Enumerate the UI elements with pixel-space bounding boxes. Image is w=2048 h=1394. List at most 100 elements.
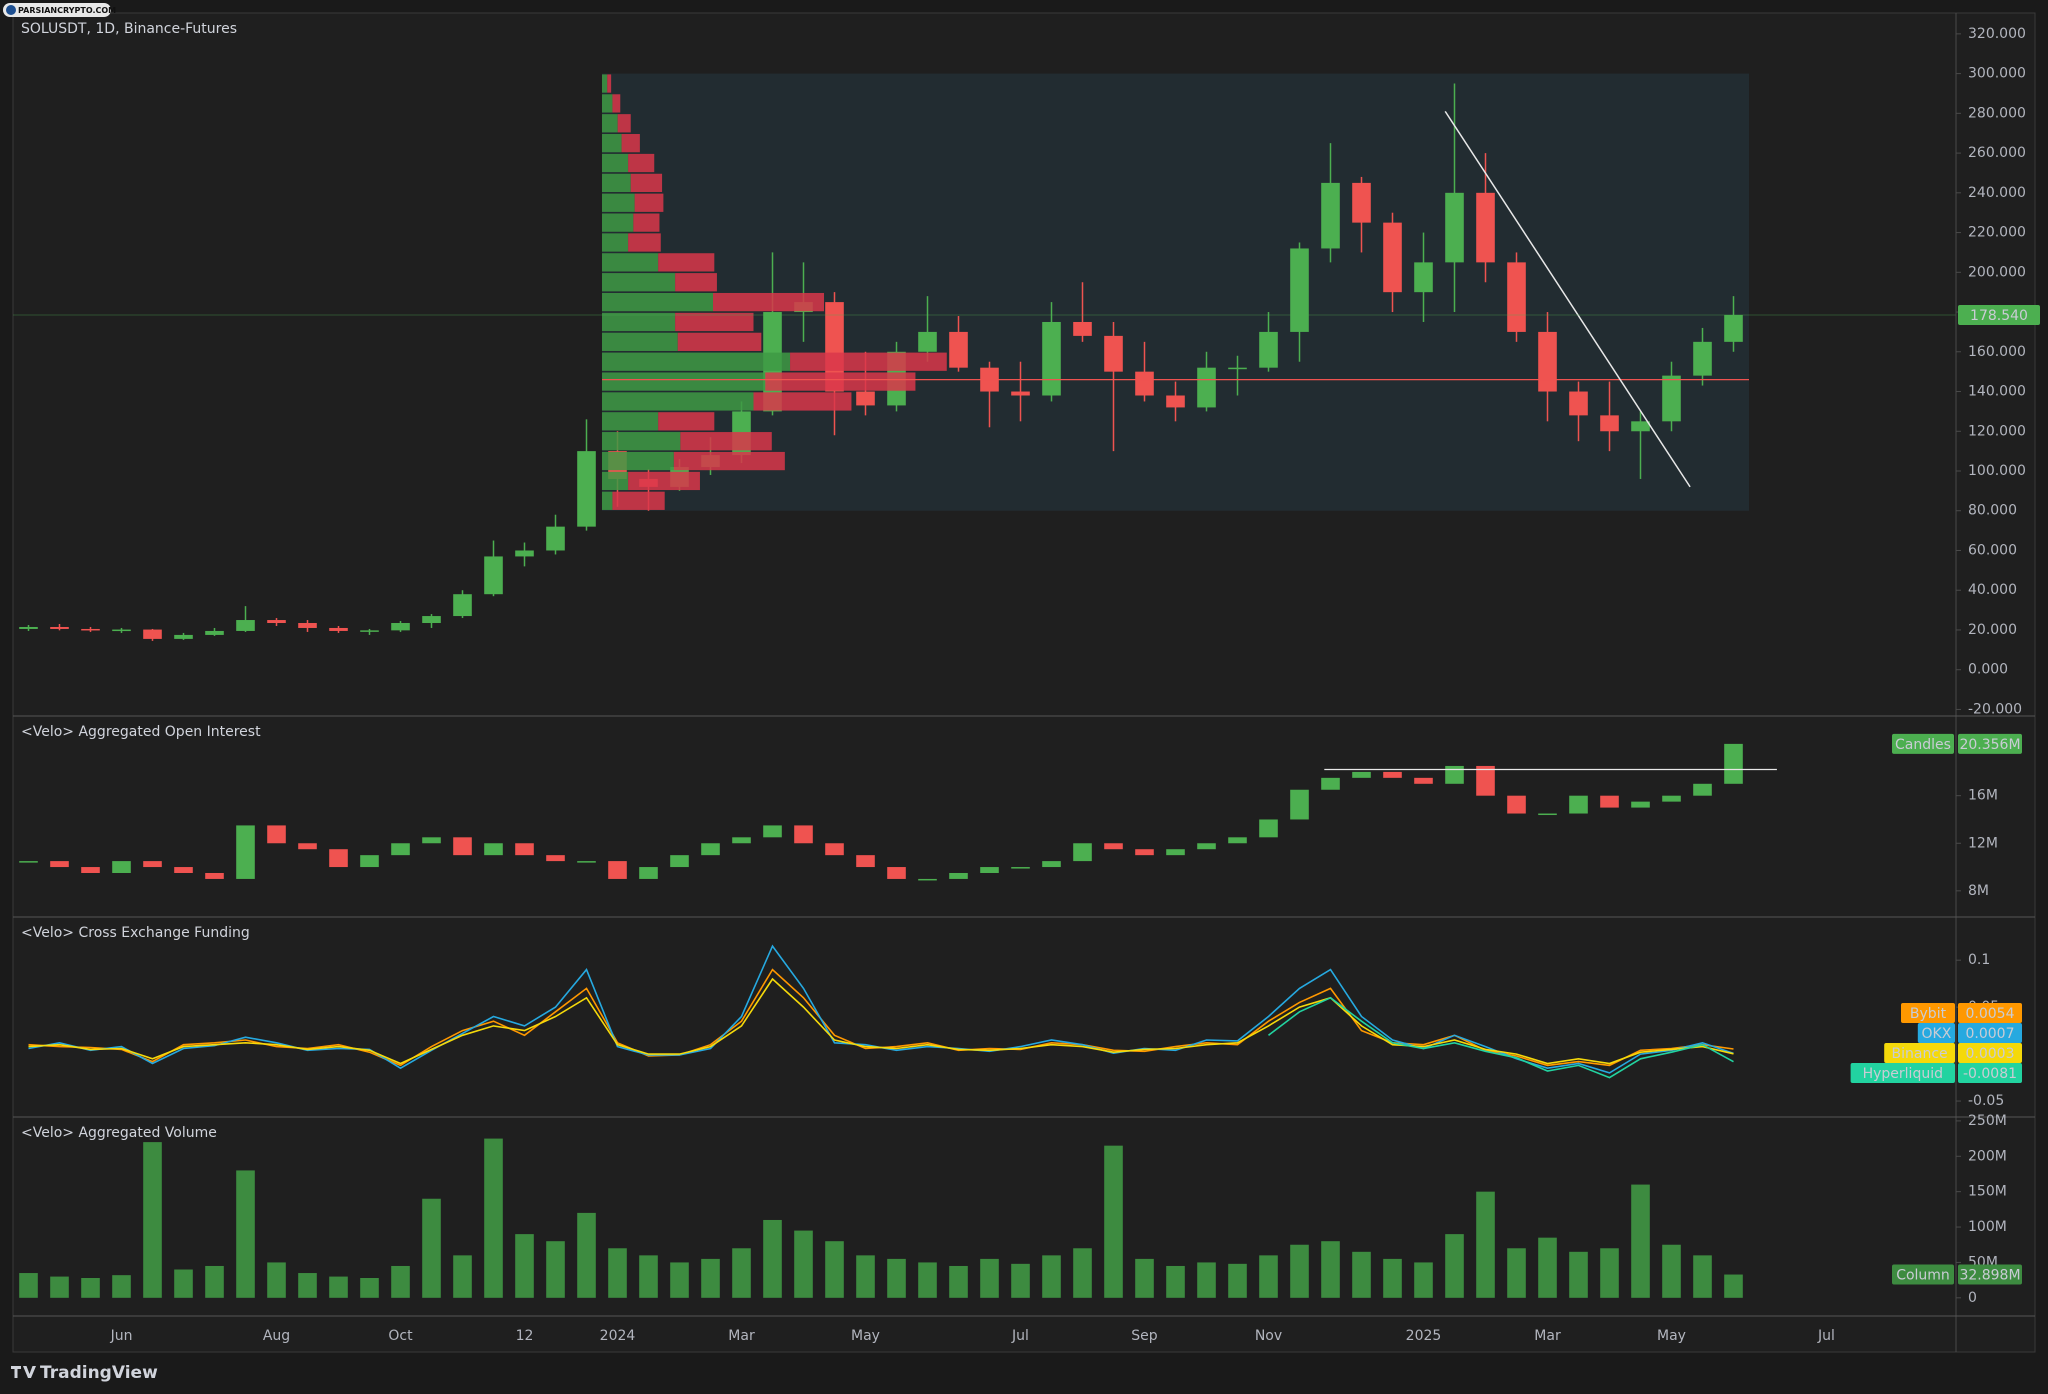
volume-bar [1600, 1248, 1619, 1298]
footer: TradingView [11, 1363, 158, 1383]
legend-value-bg [1958, 1043, 2022, 1063]
y-tick-label: 200.000 [1968, 264, 2026, 280]
volume-bar [546, 1241, 565, 1298]
volume-bar [1693, 1255, 1712, 1298]
volume-bar [1445, 1234, 1464, 1298]
profile-down [680, 432, 772, 451]
x-tick-label: Jul [1817, 1328, 1835, 1344]
volume-bar [1724, 1274, 1743, 1298]
volume-bar [949, 1265, 968, 1298]
profile-up [602, 114, 618, 133]
volume-bar [515, 1234, 534, 1298]
candle-body [701, 843, 720, 856]
pane [19, 1138, 1743, 1298]
candle-body [1042, 861, 1061, 868]
volume-bar [484, 1138, 503, 1298]
profile-down [617, 114, 631, 133]
candle-body [1259, 819, 1278, 838]
volume-bar [236, 1170, 255, 1298]
profile-down [612, 491, 665, 510]
watermark-icon [6, 5, 16, 15]
last-price-label-bg [1958, 304, 2040, 325]
candle-body [1352, 182, 1371, 223]
candle-body [577, 451, 596, 527]
y-tick-label: 16M [1968, 788, 1998, 804]
candle-body [1073, 321, 1092, 336]
watermark-text: PARSIANCRYPTO.COM [18, 6, 116, 15]
profile-up [602, 312, 676, 332]
profile-down [675, 273, 717, 292]
x-tick-label: May [851, 1328, 880, 1344]
candle-body [422, 837, 441, 844]
last-value-label: 32.898M [1959, 1268, 2020, 1284]
candle-body [1259, 331, 1278, 368]
x-tick-label: Mar [1534, 1328, 1561, 1344]
pane-title: <Velo> Cross Exchange Funding [21, 925, 250, 941]
profile-up [602, 412, 659, 431]
candle-body [1631, 801, 1650, 808]
volume-bar [1414, 1262, 1433, 1298]
profile-down [658, 253, 715, 272]
candle-body [329, 849, 348, 868]
y-tick-label: 250M [1968, 1113, 2007, 1129]
volume-bar [732, 1248, 751, 1298]
candle-body [205, 872, 224, 879]
series-name-tag: Candles [1895, 737, 1951, 753]
y-tick-label: 60.000 [1968, 542, 2017, 558]
legend-value-bg [1958, 1003, 2022, 1023]
profile-down [675, 312, 754, 332]
candle-body [205, 630, 224, 635]
candle-body [81, 867, 100, 873]
candle-body [391, 623, 410, 631]
legend-value: -0.0081 [1963, 1066, 2017, 1082]
volume-bar [1321, 1241, 1340, 1298]
footer-logo [11, 1366, 36, 1378]
profile-down [713, 292, 825, 312]
volume-bar [980, 1258, 999, 1298]
candle-body [763, 825, 782, 838]
candle-body [1693, 341, 1712, 376]
volume-bar [1259, 1255, 1278, 1298]
candle-body [1321, 182, 1340, 249]
footer-text: TradingView [40, 1363, 158, 1383]
y-tick-label: 150M [1968, 1184, 2007, 1200]
volume-bar [19, 1273, 38, 1298]
volume-bar [1197, 1262, 1216, 1298]
volume-bar [1507, 1248, 1526, 1298]
candle-body [918, 331, 937, 352]
profile-up [602, 352, 791, 371]
x-tick-label: Aug [263, 1328, 290, 1344]
volume-bar [1135, 1258, 1154, 1298]
pane-title: <Velo> Aggregated Open Interest [21, 724, 261, 740]
last-value-label: 20.356M [1959, 737, 2020, 753]
candle-body [1476, 765, 1495, 796]
candle-body [1414, 777, 1433, 784]
volume-bar [670, 1262, 689, 1298]
candle-body [1135, 849, 1154, 856]
profile-down [673, 451, 785, 471]
profile-up [602, 432, 681, 451]
legend-name: Binance [1892, 1046, 1948, 1062]
legend-name: Hyperliquid [1863, 1066, 1943, 1082]
volume-bar [1042, 1255, 1061, 1298]
volume-bar [267, 1262, 286, 1298]
x-tick-label: Mar [728, 1328, 755, 1344]
profile-up [602, 471, 629, 491]
candle-body [298, 843, 317, 850]
candle-body [329, 627, 348, 631]
volume-bar [391, 1265, 410, 1298]
candle-body [856, 391, 875, 406]
profile-up [602, 173, 631, 193]
volume-bar [50, 1276, 69, 1298]
y-tick-label: 300.000 [1968, 66, 2026, 82]
profile-up [602, 491, 613, 510]
candle-body [81, 628, 100, 631]
candle-body [1352, 771, 1371, 778]
profile-up [602, 94, 613, 113]
legend-value: 0.0003 [1966, 1046, 2015, 1062]
candle-body [980, 867, 999, 873]
y-tick-label: 120.000 [1968, 423, 2026, 439]
y-tick-label: 100.000 [1968, 463, 2026, 479]
